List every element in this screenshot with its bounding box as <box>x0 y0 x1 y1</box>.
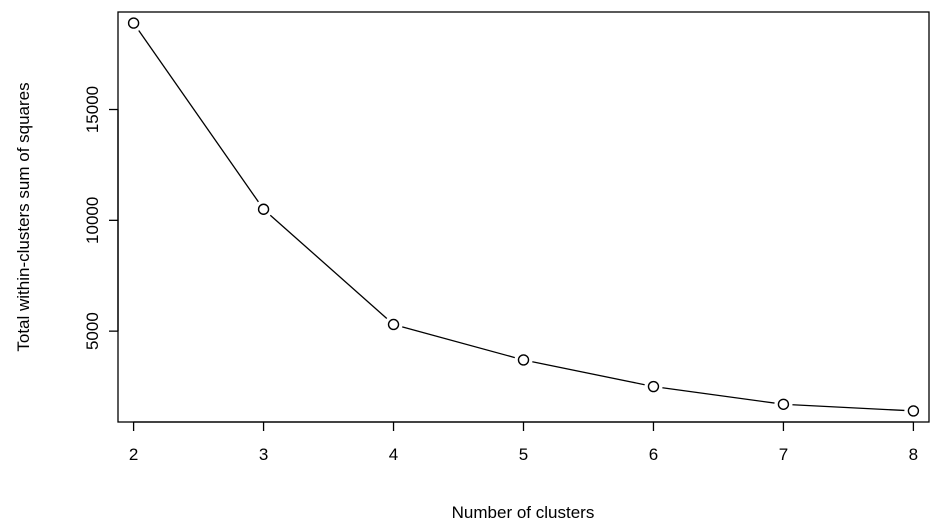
data-point <box>517 354 530 366</box>
x-tick-label: 3 <box>259 445 268 464</box>
data-point <box>777 398 790 410</box>
x-tick-label: 5 <box>519 445 528 464</box>
x-tick-label: 8 <box>909 445 918 464</box>
x-tick-label: 2 <box>129 445 138 464</box>
series-line-segment <box>402 326 515 359</box>
series-line-segment <box>532 361 645 386</box>
y-tick-label: 15000 <box>83 86 102 133</box>
x-tick-label: 4 <box>389 445 398 464</box>
data-point <box>647 380 660 393</box>
x-axis: 2 3 4 5 6 7 8 <box>129 421 918 464</box>
series-line-segment <box>792 404 905 412</box>
data-point <box>907 405 920 417</box>
data-point <box>387 318 400 331</box>
series-line-segment <box>662 387 775 404</box>
data-point <box>127 17 140 29</box>
y-axis-label: Total within-clusters sum of squares <box>14 82 33 351</box>
series-layer <box>127 17 920 417</box>
y-tick-label: 5000 <box>83 312 102 350</box>
series-line-segment <box>269 214 388 320</box>
series-line-segment <box>138 30 259 203</box>
y-tick-label: 10000 <box>83 197 102 244</box>
data-point <box>257 203 270 215</box>
y-axis: 5000 10000 15000 <box>83 86 119 350</box>
plot-frame <box>117 11 930 423</box>
x-tick-label: 6 <box>649 445 658 464</box>
x-axis-label: Number of clusters <box>452 503 595 522</box>
x-tick-label: 7 <box>779 445 788 464</box>
